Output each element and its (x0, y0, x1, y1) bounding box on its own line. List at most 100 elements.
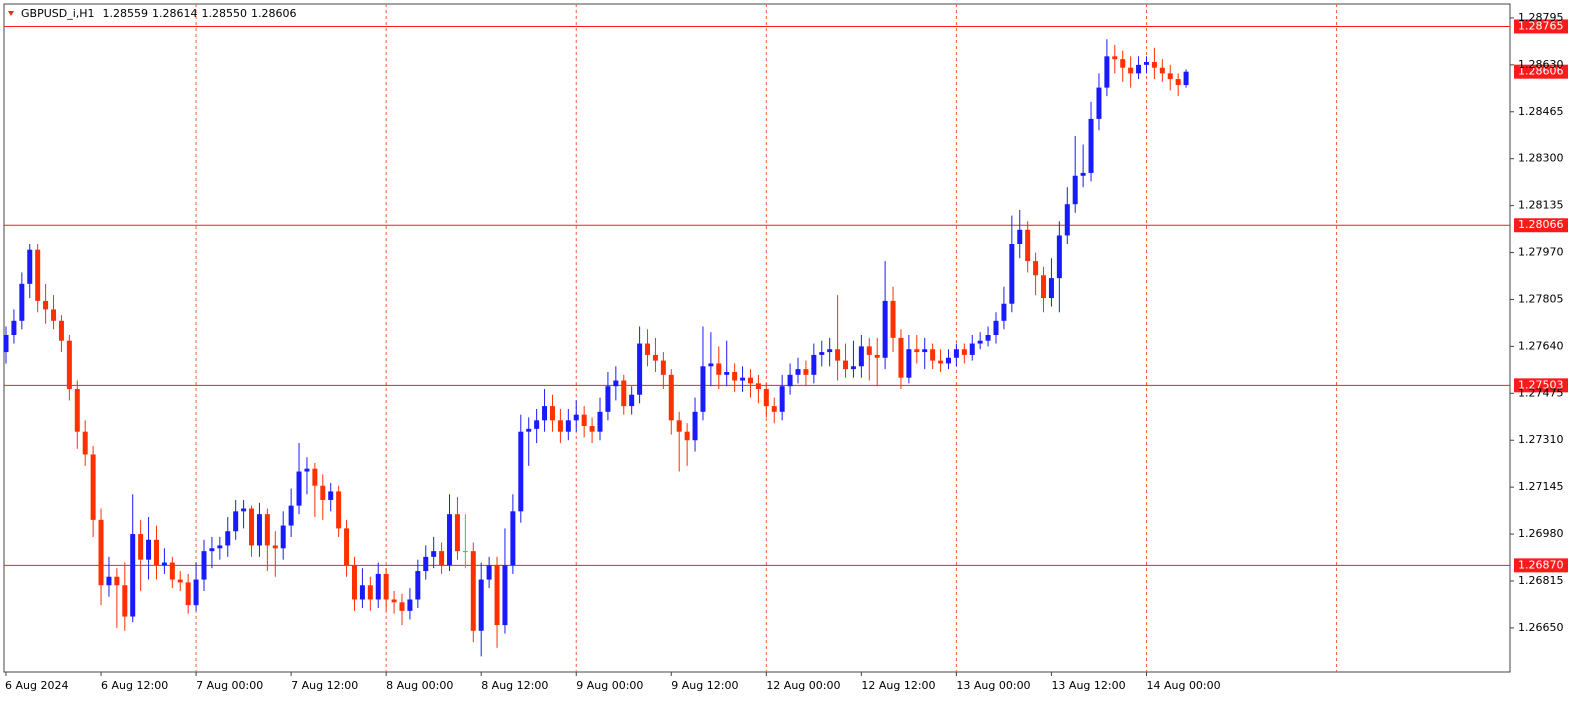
candle-body (90, 454, 96, 520)
candle-body (993, 320, 999, 336)
x-tick-label: 7 Aug 00:00 (196, 679, 263, 692)
candle-body (106, 576, 112, 586)
candle-body (280, 525, 286, 549)
price-label-box (1514, 218, 1568, 233)
candle-body (1096, 87, 1102, 119)
x-tick-label: 6 Aug 2024 (5, 679, 68, 692)
candle-body (969, 343, 975, 355)
collapse-arrow[interactable] (8, 11, 14, 16)
candle-body (953, 349, 959, 358)
candle-body (177, 579, 183, 583)
candle-body (549, 406, 555, 421)
candle-body (66, 340, 72, 390)
candle-body (272, 545, 278, 549)
price-label-box (1514, 19, 1568, 34)
candle-body (447, 514, 453, 566)
candle-body (161, 562, 167, 566)
candle-body (835, 349, 841, 361)
candle-body (225, 531, 231, 546)
candle-body (637, 343, 643, 395)
candle-body (811, 354, 817, 375)
candle-body (977, 340, 983, 344)
candle-body (755, 383, 761, 390)
candle-body (771, 406, 777, 412)
candle-body (1033, 261, 1039, 276)
candle-body (1041, 275, 1047, 299)
header-value: 1.28550 (202, 7, 248, 20)
candle-body (407, 599, 413, 611)
candle-body (19, 283, 25, 321)
x-tick-label: 8 Aug 00:00 (386, 679, 453, 692)
y-tick-label: 1.28795 (1518, 11, 1564, 24)
candle-body (629, 394, 635, 407)
candle-body (1080, 172, 1086, 176)
header-value: 1.28559 (103, 7, 149, 20)
x-tick-label: 7 Aug 12:00 (291, 679, 358, 692)
candle-body (787, 374, 793, 387)
price-label-box (1514, 558, 1568, 573)
candle-body (1056, 235, 1062, 279)
candle-body (288, 505, 294, 526)
candle-body (256, 514, 262, 546)
y-tick-label: 1.26650 (1518, 621, 1564, 634)
candle-body (423, 556, 429, 572)
candle-body (961, 349, 967, 355)
candle-body (676, 420, 682, 432)
candle-body (526, 428, 532, 432)
candle-body (684, 431, 690, 441)
x-tick-label: 12 Aug 00:00 (766, 679, 840, 692)
price-label: 1.27503 (1518, 378, 1564, 391)
candle-body (716, 363, 722, 375)
candle-body (1183, 71, 1189, 86)
candle-body (241, 508, 247, 512)
candle-body (11, 320, 17, 336)
candle-body (692, 411, 698, 441)
x-tick-label: 9 Aug 12:00 (671, 679, 738, 692)
candle-body (367, 585, 373, 600)
candle-body (462, 551, 468, 553)
candle-body (478, 579, 484, 631)
levels: 1.28765 1.28066 1.27503 1.26870 1.28606 (4, 19, 1568, 573)
candle-body (1120, 59, 1126, 68)
candle-body (542, 406, 548, 421)
candle-body (146, 539, 152, 560)
x-tick-label: 12 Aug 12:00 (861, 679, 935, 692)
candle-body (193, 579, 199, 606)
candle-body (843, 360, 849, 370)
price-label: 1.28066 (1518, 218, 1564, 231)
candle-body (573, 414, 579, 421)
candle-body (320, 485, 326, 500)
candle-body (874, 354, 880, 358)
candle-body (747, 377, 753, 384)
price-label: 1.28765 (1518, 19, 1564, 32)
price-axis: 6 Aug 2024 6 Aug 12:00 7 Aug 00:00 7 Aug 12… (5, 11, 1564, 692)
candle-body (795, 369, 801, 375)
candle-body (98, 519, 104, 586)
x-tick-label: 14 Aug 00:00 (1146, 679, 1220, 692)
candle-body (985, 335, 991, 341)
candle-body (581, 414, 587, 427)
candle-body (51, 309, 57, 321)
y-tick-label: 1.28300 (1518, 152, 1564, 165)
candle-body (922, 349, 928, 353)
candle-body (43, 300, 49, 310)
candle-body (249, 508, 255, 546)
candle-body (1136, 64, 1142, 74)
candle-body (724, 371, 730, 375)
candle-body (605, 386, 611, 412)
candle-body (138, 534, 144, 560)
chart-header: GBPUSD_i,H1 1.28559 1.28614 1.28550 1.28606 (21, 7, 297, 20)
candle-body (858, 346, 864, 367)
x-tick-label: 13 Aug 00:00 (956, 679, 1030, 692)
candle-body (470, 551, 476, 631)
header-value: 1.28614 (152, 7, 198, 20)
candle-body (359, 585, 365, 600)
candle-body (130, 534, 136, 617)
candle-body (613, 380, 619, 387)
candle-body (502, 565, 508, 626)
candle-body (383, 573, 389, 600)
y-tick-label: 1.28135 (1518, 199, 1564, 212)
candle-body (375, 573, 381, 600)
